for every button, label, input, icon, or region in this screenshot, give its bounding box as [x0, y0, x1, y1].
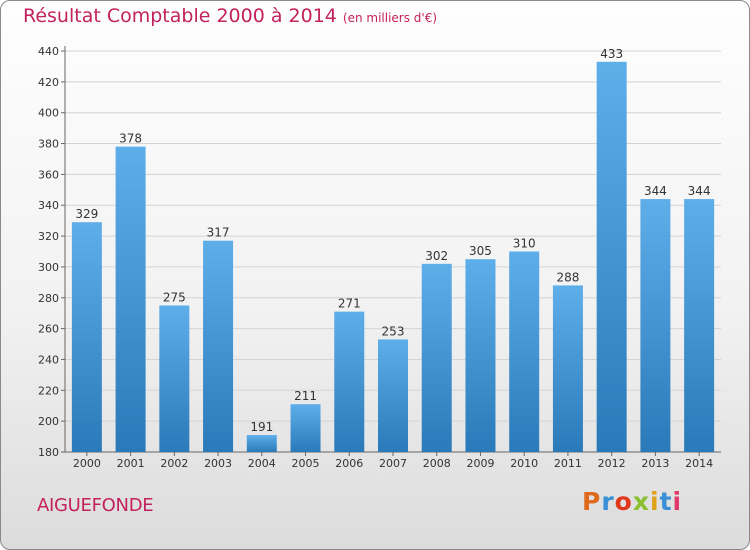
- x-tick-label: 2013: [641, 457, 669, 470]
- y-tick-label: 420: [38, 76, 59, 89]
- chart-title: Résultat Comptable 2000 à 2014 (en millie…: [23, 5, 437, 27]
- x-tick-label: 2010: [510, 457, 538, 470]
- logo-letter: t: [659, 487, 673, 516]
- logo-letter: o: [614, 487, 633, 516]
- x-tick-label: 2014: [685, 457, 713, 470]
- bar-value-label: 211: [294, 389, 317, 403]
- bar-value-label: 378: [119, 132, 142, 146]
- bar-2003: [203, 240, 234, 452]
- x-tick-label: 2006: [335, 457, 363, 470]
- bar-2007: [378, 339, 408, 452]
- bar-2000: [71, 222, 102, 452]
- y-tick-label: 180: [38, 446, 59, 459]
- bar-value-label: 253: [382, 324, 405, 338]
- y-tick-label: 320: [38, 230, 59, 243]
- logo-letter: x: [632, 487, 650, 516]
- x-tick-label: 2007: [379, 457, 407, 470]
- y-tick-label: 220: [38, 384, 59, 397]
- commune-name: AIGUEFONDE: [37, 495, 154, 516]
- y-tick-label: 340: [38, 199, 59, 212]
- bar-value-label: 344: [644, 184, 667, 198]
- x-tick-label: 2004: [248, 457, 276, 470]
- title-text: Résultat Comptable 2000 à 2014: [23, 5, 337, 27]
- bar-2008: [421, 263, 452, 452]
- y-tick-label: 400: [38, 107, 59, 120]
- chart-subtitle: (en milliers d'€): [342, 11, 438, 25]
- proxiti-logo: Proxiti: [582, 487, 682, 516]
- bar-value-label: 271: [338, 297, 361, 311]
- x-tick-label: 2009: [466, 457, 494, 470]
- bar-2004: [246, 435, 277, 452]
- bar-value-label: 302: [425, 249, 448, 263]
- bar-2010: [509, 251, 540, 452]
- bar-2005: [290, 404, 321, 452]
- x-tick-label: 2002: [160, 457, 188, 470]
- logo-letter: P: [582, 487, 602, 516]
- bar-value-label: 317: [207, 226, 230, 240]
- x-tick-label: 2001: [117, 457, 145, 470]
- y-tick-label: 300: [38, 261, 59, 274]
- y-tick-label: 440: [38, 45, 59, 58]
- bar-2012: [596, 61, 627, 453]
- y-tick-label: 260: [38, 323, 59, 336]
- bar-2014: [684, 199, 715, 452]
- bar-value-label: 344: [688, 184, 711, 198]
- x-tick-label: 2008: [423, 457, 451, 470]
- bar-value-label: 433: [600, 47, 623, 61]
- bar-value-label: 191: [250, 420, 273, 434]
- y-tick-label: 240: [38, 353, 59, 366]
- bar-2013: [640, 199, 671, 452]
- y-tick-label: 200: [38, 415, 59, 428]
- logo-letter: i: [650, 487, 660, 516]
- x-tick-label: 2000: [73, 457, 101, 470]
- y-tick-label: 360: [38, 168, 59, 181]
- bar-2009: [465, 259, 496, 452]
- logo-letter: i: [672, 487, 683, 516]
- bar-2011: [552, 285, 583, 452]
- x-tick-label: 2011: [554, 457, 582, 470]
- bar-2002: [159, 305, 190, 452]
- logo-letter: r: [601, 487, 615, 516]
- bar-2001: [115, 146, 146, 452]
- bar-value-label: 288: [556, 270, 579, 284]
- bars: [71, 61, 715, 453]
- bar-value-label: 305: [469, 244, 492, 258]
- bar-value-label: 275: [163, 290, 186, 304]
- x-tick-label: 2003: [204, 457, 232, 470]
- x-tick-label: 2012: [598, 457, 626, 470]
- y-tick-label: 380: [38, 138, 59, 151]
- bar-value-label: 329: [75, 207, 98, 221]
- bar-2006: [334, 311, 365, 452]
- y-tick-label: 280: [38, 292, 59, 305]
- bar-value-label: 310: [513, 237, 536, 251]
- labels: 329 378 275 317 191 211 271 253 302 305 310 288 433 3…: [75, 47, 710, 434]
- x-tick-label: 2005: [292, 457, 320, 470]
